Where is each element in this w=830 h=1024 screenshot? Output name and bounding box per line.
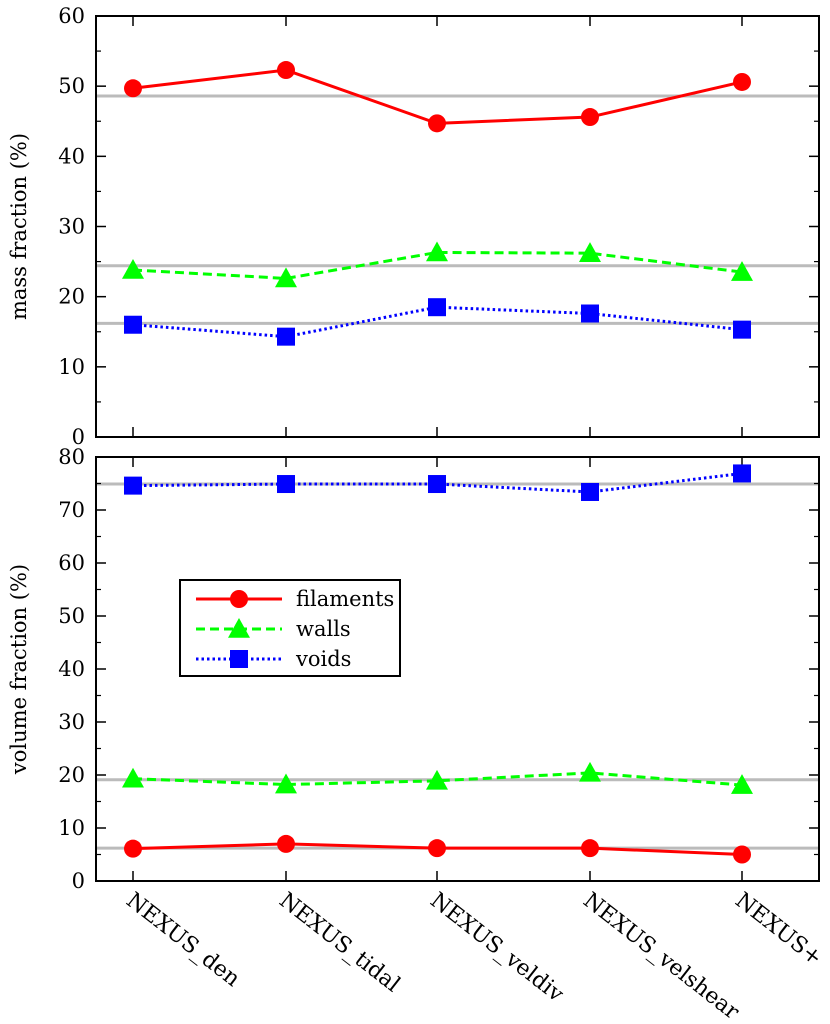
data-point-walls (426, 241, 448, 262)
data-point-walls (579, 761, 601, 782)
legend-marker-voids (230, 650, 248, 668)
legend-marker-walls (228, 618, 250, 638)
y-tick-label: 30 (58, 215, 85, 239)
category-labels: NEXUS_den NEXUS_tidal NEXUS_veldiv NEXUS_ve… (121, 888, 827, 1024)
data-point-voids (428, 298, 446, 317)
y-tick-label: 20 (58, 285, 85, 309)
data-point-filaments (277, 61, 295, 80)
y-tick-label: 20 (58, 763, 85, 787)
x-category-label: NEXUS_velshear (578, 888, 744, 1024)
y-tick-label: 80 (58, 445, 85, 469)
data-point-walls (579, 242, 601, 262)
y-tick-label: 60 (58, 551, 85, 575)
data-point-voids (733, 464, 751, 483)
legend-label-filaments: filaments (296, 587, 394, 611)
y-tick-label: 0 (72, 425, 85, 449)
data-point-walls (122, 767, 144, 788)
data-point-voids (428, 475, 446, 494)
series-line-walls (132, 771, 743, 787)
legend-label-voids: voids (295, 647, 351, 671)
mass-fraction-panel: 0 10 20 30 40 50 60 mass fraction (%) (7, 4, 820, 449)
data-point-filaments (428, 839, 446, 858)
y-tick-label: 10 (58, 355, 85, 379)
data-point-walls (275, 267, 297, 288)
y-tick-label: 60 (58, 4, 85, 28)
data-point-walls (731, 774, 753, 794)
y-axis-title: volume fraction (%) (7, 564, 31, 775)
data-point-filaments (428, 114, 446, 133)
data-point-voids (124, 315, 142, 334)
data-point-filaments (733, 845, 751, 864)
y-tick-label: 40 (58, 657, 85, 681)
data-point-filaments (124, 839, 142, 858)
data-point-voids (581, 304, 599, 323)
y-tick-label: 0 (72, 869, 85, 893)
x-category-label: NEXUS_tidal (274, 888, 404, 997)
legend: filaments walls voids (179, 579, 401, 677)
data-point-walls (122, 259, 144, 279)
y-tick-label: 30 (58, 710, 85, 734)
data-point-filaments (581, 839, 599, 858)
volume-fraction-panel: 0 10 20 30 40 50 60 70 80 volume fraction (%) fila… (7, 445, 820, 893)
data-point-voids (124, 476, 142, 495)
data-point-walls (275, 773, 297, 794)
data-point-voids (277, 327, 295, 346)
data-point-filaments (277, 834, 295, 853)
y-tick-label: 10 (58, 816, 85, 840)
x-category-label: NEXUS_den (121, 888, 244, 992)
data-point-filaments (581, 108, 599, 127)
y-tick-label: 70 (58, 498, 85, 522)
y-tick-label: 40 (58, 144, 85, 168)
data-point-filaments (124, 79, 142, 98)
data-point-walls (426, 769, 448, 790)
data-point-filaments (733, 72, 751, 91)
data-point-voids (277, 475, 295, 494)
y-axis-title: mass fraction (%) (7, 133, 31, 320)
series-line-walls (132, 250, 743, 280)
x-category-label: NEXUS+ (730, 888, 827, 971)
data-point-voids (581, 482, 599, 501)
x-category-label: NEXUS_veldiv (425, 888, 568, 1008)
y-tick-label: 50 (58, 74, 85, 98)
data-point-walls (731, 261, 753, 281)
data-point-voids (733, 320, 751, 339)
legend-marker-filaments (230, 590, 248, 608)
legend-label-walls: walls (296, 617, 351, 641)
y-tick-label: 50 (58, 604, 85, 628)
